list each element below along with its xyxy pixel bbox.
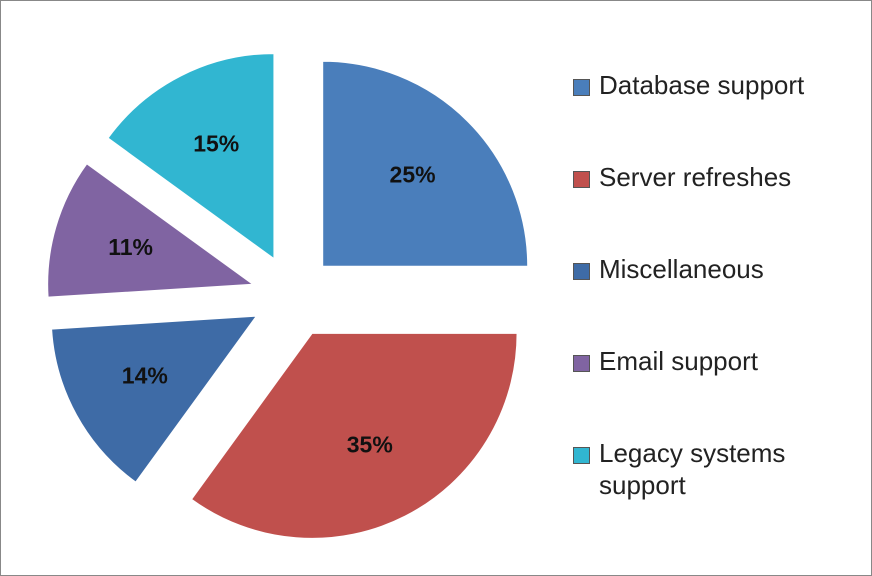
data-label: 35% (347, 432, 393, 458)
legend-swatch (573, 355, 590, 372)
legend: Database support Server refreshes Miscella… (573, 65, 833, 525)
pie-slice (322, 60, 529, 267)
legend-item: Miscellaneous (573, 249, 833, 341)
data-label: 11% (108, 234, 153, 260)
legend-swatch (573, 79, 590, 96)
legend-swatch (573, 171, 590, 188)
legend-label: Server refreshes (599, 162, 792, 192)
pie-slice (190, 332, 518, 539)
data-label: 25% (390, 162, 436, 188)
legend-item: Server refreshes (573, 157, 833, 249)
legend-item: Legacy systems support (573, 433, 833, 525)
legend-item: Email support (573, 341, 833, 433)
legend-label: Miscellaneous (599, 254, 764, 284)
legend-item: Database support (573, 65, 833, 157)
legend-label: Legacy systems support (599, 438, 786, 500)
pie-slice (107, 53, 275, 260)
legend-swatch (573, 263, 590, 280)
data-label: 14% (122, 363, 168, 389)
pie-slice (51, 315, 258, 483)
legend-label: Database support (599, 70, 805, 100)
legend-swatch (573, 447, 590, 464)
legend-label: Email support (599, 346, 758, 376)
data-label: 15% (193, 130, 239, 156)
pie-slice (47, 163, 255, 298)
